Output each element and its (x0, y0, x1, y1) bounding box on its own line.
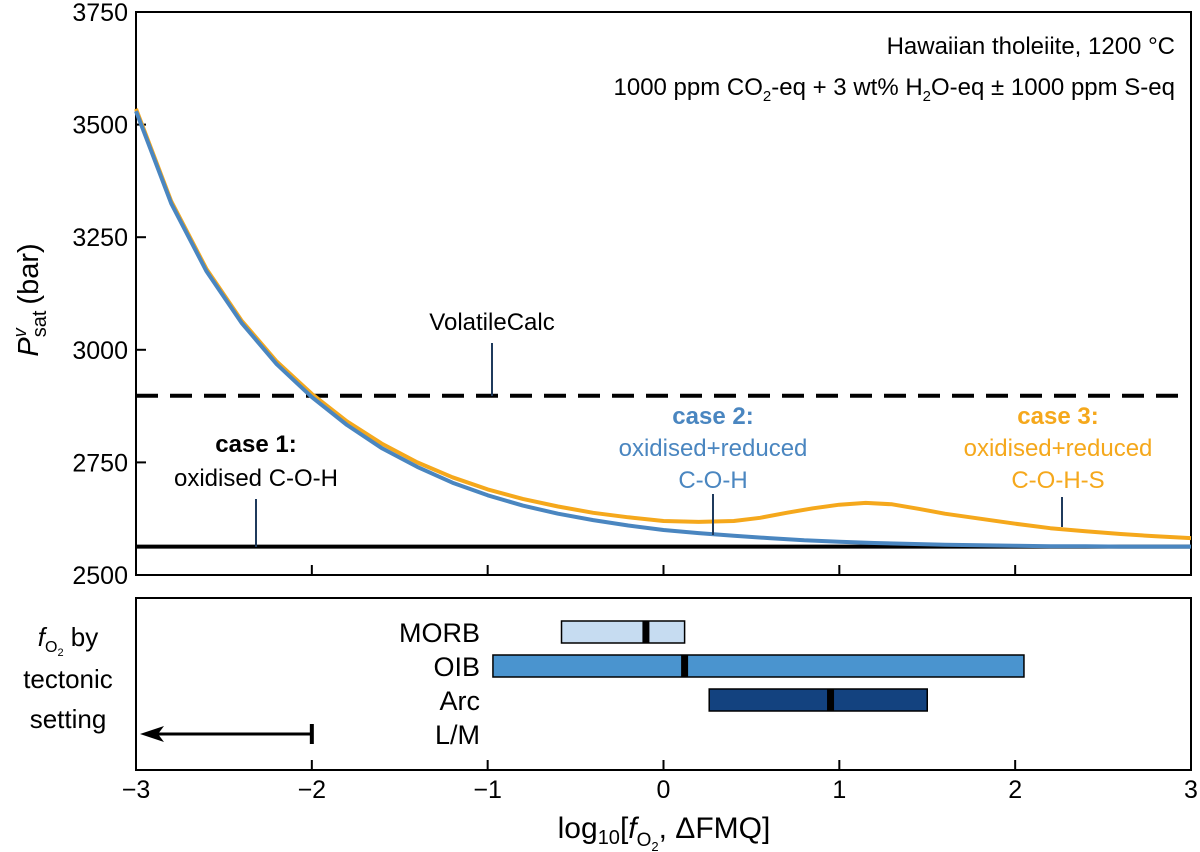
x-tick-label: −3 (122, 776, 151, 804)
x-tick-labels: −3 −2 −1 0 1 2 3 (122, 776, 1198, 804)
panel-label-line3: setting (30, 704, 107, 734)
y-tick-label: 3500 (72, 112, 128, 140)
panel-label-line1: fO2 by (38, 622, 99, 659)
x-tick-label: −2 (298, 776, 327, 804)
case2-desc2: C-O-H (678, 467, 747, 494)
range-bar-oib (492, 654, 1025, 678)
tectonic-range-bars: MORB OIB Arc L/M (140, 618, 1025, 750)
case3-title: case 3: (1017, 403, 1098, 430)
x-tick-label: 3 (1184, 776, 1198, 804)
x-tick-label: 0 (657, 776, 671, 804)
category-label: Arc (440, 686, 481, 716)
case3-line (134, 108, 1192, 541)
y-tick-label: 3000 (72, 337, 128, 365)
annotation-line1: Hawaiian tholeiite, 1200 °C (887, 33, 1175, 60)
y-tick-label: 2500 (72, 562, 128, 590)
y-tick-label: 3250 (72, 224, 128, 252)
x-axis-label: log10[fO2, ΔFMQ] (558, 812, 771, 852)
case3-desc1: oxidised+reduced (964, 435, 1153, 462)
range-bar-morb (560, 620, 686, 644)
case2-desc1: oxidised+reduced (619, 435, 808, 462)
panel-label-line2: tectonic (23, 664, 113, 694)
lm-arrow-head (140, 726, 164, 742)
y-tick-label: 3750 (72, 0, 128, 27)
case2-title: case 2: (672, 403, 753, 430)
annotation-line2: 1000 ppm CO2-eq + 3 wt% H2O-eq ± 1000 pp… (614, 74, 1176, 105)
x-tick-label: 1 (832, 776, 846, 804)
case1-title: case 1: (215, 431, 296, 458)
x-tick-label: 2 (1008, 776, 1022, 804)
category-label: OIB (433, 652, 480, 682)
volatilecalc-label: VolatileCalc (429, 309, 554, 336)
case1-desc: oxidised C-O-H (174, 465, 338, 492)
x-tick-label: −1 (473, 776, 502, 804)
axis-ticks (135, 11, 1192, 770)
category-label: L/M (435, 720, 480, 750)
y-tick-label: 2750 (72, 449, 128, 477)
category-label: MORB (399, 618, 480, 648)
y-tick-labels: 2500 2750 3000 3250 3500 3750 (72, 0, 128, 590)
case2-line (134, 110, 1191, 549)
y-axis-label: Pvsat(bar) (10, 243, 51, 356)
case3-desc2: C-O-H-S (1011, 467, 1104, 494)
range-bar-arc (708, 688, 929, 712)
